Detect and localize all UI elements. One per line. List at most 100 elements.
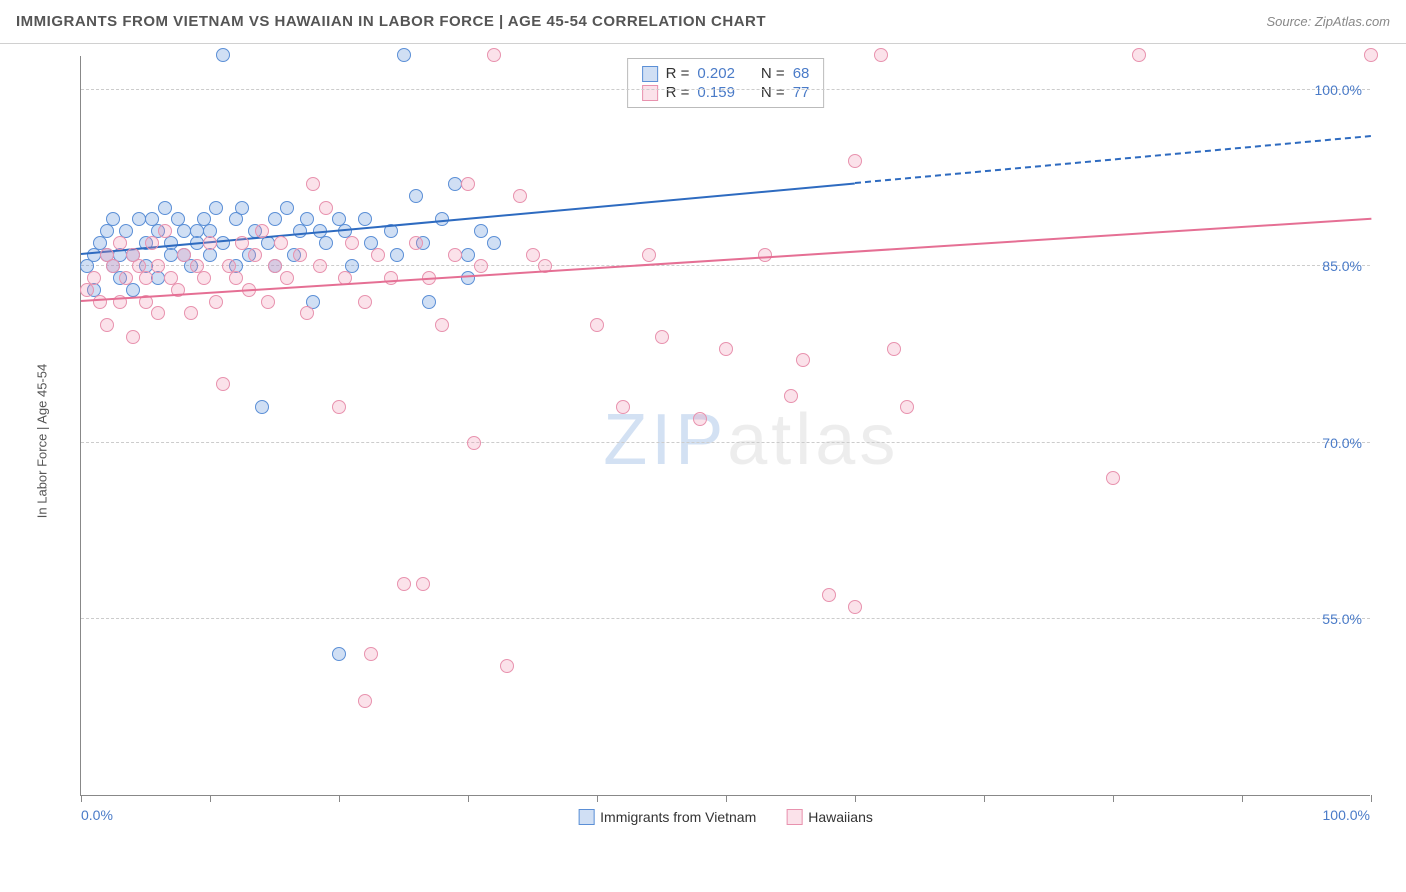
data-point-vietnam <box>255 400 269 414</box>
swatch-hawaiian <box>786 809 802 825</box>
legend-item-vietnam: Immigrants from Vietnam <box>578 809 756 825</box>
data-point-vietnam <box>332 647 346 661</box>
grid-line <box>81 442 1370 443</box>
title-bar: IMMIGRANTS FROM VIETNAM VS HAWAIIAN IN L… <box>0 0 1406 44</box>
x-tick <box>339 795 340 802</box>
data-point-vietnam <box>397 48 411 62</box>
data-point-vietnam <box>126 283 140 297</box>
x-tick <box>597 795 598 802</box>
data-point-hawaiian <box>184 306 198 320</box>
data-point-vietnam <box>319 236 333 250</box>
watermark-part-b: atlas <box>727 400 899 480</box>
data-point-hawaiian <box>900 400 914 414</box>
bottom-legend: Immigrants from Vietnam Hawaiians <box>578 809 873 825</box>
data-point-vietnam <box>390 248 404 262</box>
data-point-hawaiian <box>655 330 669 344</box>
data-point-hawaiian <box>113 236 127 250</box>
y-tick-label: 85.0% <box>1322 258 1362 274</box>
data-point-hawaiian <box>300 306 314 320</box>
data-point-hawaiian <box>513 189 527 203</box>
data-point-hawaiian <box>274 236 288 250</box>
data-point-hawaiian <box>616 400 630 414</box>
data-point-hawaiian <box>461 177 475 191</box>
data-point-hawaiian <box>500 659 514 673</box>
data-point-vietnam <box>461 248 475 262</box>
data-point-hawaiian <box>409 236 423 250</box>
x-axis-max-label: 100.0% <box>1323 807 1370 823</box>
data-point-vietnam <box>158 201 172 215</box>
data-point-vietnam <box>461 271 475 285</box>
stat-row-vietnam: R = 0.202 N = 68 <box>642 65 810 82</box>
legend-label-vietnam: Immigrants from Vietnam <box>600 809 756 825</box>
data-point-hawaiian <box>848 600 862 614</box>
data-point-vietnam <box>422 295 436 309</box>
data-point-hawaiian <box>1364 48 1378 62</box>
x-tick <box>1113 795 1114 802</box>
data-point-hawaiian <box>255 224 269 238</box>
r-label: R = <box>666 65 690 82</box>
data-point-hawaiian <box>384 271 398 285</box>
data-point-hawaiian <box>235 236 249 250</box>
data-point-hawaiian <box>106 259 120 273</box>
data-point-hawaiian <box>590 318 604 332</box>
data-point-hawaiian <box>139 271 153 285</box>
data-point-hawaiian <box>435 318 449 332</box>
data-point-hawaiian <box>261 295 275 309</box>
r-value-vietnam: 0.202 <box>697 65 735 82</box>
legend-item-hawaiian: Hawaiians <box>786 809 873 825</box>
x-axis-min-label: 0.0% <box>81 807 113 823</box>
data-point-vietnam <box>106 212 120 226</box>
data-point-vietnam <box>409 189 423 203</box>
x-tick <box>210 795 211 802</box>
data-point-vietnam <box>358 212 372 226</box>
data-point-hawaiian <box>474 259 488 273</box>
data-point-hawaiian <box>268 259 282 273</box>
data-point-hawaiian <box>719 342 733 356</box>
trend-line-dashed-vietnam <box>855 135 1371 184</box>
y-axis-label: In Labor Force | Age 45-54 <box>35 364 50 518</box>
swatch-hawaiian <box>642 85 658 101</box>
data-point-hawaiian <box>487 48 501 62</box>
data-point-vietnam <box>448 177 462 191</box>
x-tick <box>726 795 727 802</box>
legend-label-hawaiian: Hawaiians <box>808 809 873 825</box>
data-point-hawaiian <box>758 248 772 262</box>
data-point-hawaiian <box>397 577 411 591</box>
swatch-vietnam <box>578 809 594 825</box>
data-point-hawaiian <box>126 330 140 344</box>
data-point-hawaiian <box>203 236 217 250</box>
stat-legend-box: R = 0.202 N = 68 R = 0.159 N = 77 <box>627 58 825 108</box>
n-label: N = <box>761 65 785 82</box>
data-point-hawaiian <box>642 248 656 262</box>
x-tick <box>81 795 82 802</box>
x-tick <box>984 795 985 802</box>
data-point-hawaiian <box>158 224 172 238</box>
chart-title: IMMIGRANTS FROM VIETNAM VS HAWAIIAN IN L… <box>16 13 766 30</box>
data-point-vietnam <box>177 224 191 238</box>
data-point-hawaiian <box>209 295 223 309</box>
data-point-hawaiian <box>319 201 333 215</box>
data-point-hawaiian <box>874 48 888 62</box>
data-point-vietnam <box>235 201 249 215</box>
chart-area: In Labor Force | Age 45-54 ZIPatlas R = … <box>50 56 1380 826</box>
data-point-vietnam <box>132 212 146 226</box>
data-point-hawaiian <box>526 248 540 262</box>
data-point-vietnam <box>164 248 178 262</box>
data-point-vietnam <box>209 201 223 215</box>
grid-line <box>81 89 1370 90</box>
data-point-hawaiian <box>358 295 372 309</box>
data-point-hawaiian <box>119 271 133 285</box>
scatter-plot: ZIPatlas R = 0.202 N = 68 R = 0.159 N = … <box>80 56 1370 796</box>
source-label: Source: ZipAtlas.com <box>1266 14 1390 29</box>
data-point-hawaiian <box>364 647 378 661</box>
data-point-hawaiian <box>467 436 481 450</box>
data-point-hawaiian <box>416 577 430 591</box>
data-point-hawaiian <box>151 259 165 273</box>
data-point-hawaiian <box>822 588 836 602</box>
data-point-vietnam <box>216 48 230 62</box>
data-point-hawaiian <box>1132 48 1146 62</box>
data-point-hawaiian <box>248 248 262 262</box>
data-point-hawaiian <box>848 154 862 168</box>
x-tick <box>1371 795 1372 802</box>
n-value-vietnam: 68 <box>793 65 810 82</box>
